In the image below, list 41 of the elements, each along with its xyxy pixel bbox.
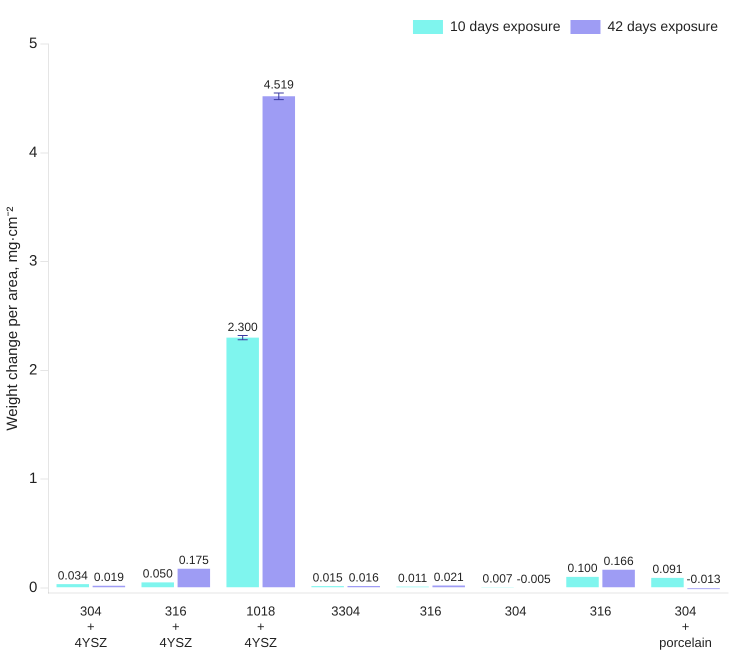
x-tick-label: 316 [420,604,442,619]
data-label: 0.016 [348,570,380,584]
bar [226,338,259,588]
x-tick-label: 316 [590,604,612,619]
data-label: 0.019 [94,570,124,584]
x-tick-label: 304 + porcelain [659,604,712,650]
data-label: 4.519 [264,77,294,92]
y-tick-label: 4 [29,144,38,161]
y-tick-label: 0 [29,578,38,596]
bar [566,576,599,588]
data-label: 0.100 [567,561,598,576]
x-tick-label: 316 + 4YSZ [160,604,192,650]
bar [262,96,296,588]
data-label: 0.175 [178,553,210,568]
y-tick-label: 3 [29,252,38,270]
data-label: 0.011 [398,570,428,585]
x-tick-label: 1018 + 4YSZ [244,604,278,650]
data-label: 0.021 [434,570,464,584]
data-label: 0.091 [652,562,683,576]
x-tick-label: 304 [504,604,526,619]
bar [56,584,90,588]
data-label: 0.007 [482,571,513,586]
y-axis-title: Weight change per area, mg·cm⁻² [4,206,22,431]
data-label: 0.034 [58,568,88,582]
data-label: -0.005 [516,572,551,586]
x-tick-label: 3304 [331,604,360,619]
bar [602,570,635,588]
data-label: 0.166 [604,554,634,568]
data-label: 0.050 [142,566,174,581]
y-tick-label: 5 [29,35,38,52]
data-label: -0.013 [686,572,721,586]
bar [651,578,684,588]
y-tick-label: 2 [29,361,38,378]
data-label: 2.300 [228,320,258,334]
bar [178,568,210,588]
legend-label: 10 days exposure [450,18,561,34]
bar [141,582,174,588]
legend-label: 42 days exposure [607,18,718,34]
x-tick-label: 304 + 4YSZ [74,604,108,650]
data-label: 0.015 [312,570,343,584]
y-tick-label: 1 [29,470,38,488]
